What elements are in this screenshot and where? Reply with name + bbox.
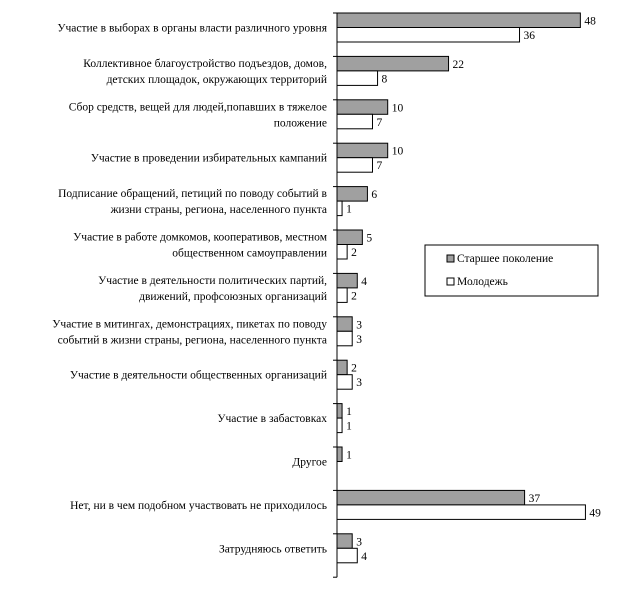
category-label: Участие в работе домкомов, кооперативов,…	[73, 232, 328, 244]
data-label: 5	[366, 233, 372, 245]
category-label: Другое	[292, 457, 327, 469]
category-label: Участие в митингах, демонстрациях, пикет…	[52, 318, 327, 330]
legend-label-older: Старшее поколение	[457, 253, 553, 265]
legend-box	[424, 244, 599, 297]
bar-older	[336, 12, 581, 28]
category-label: положение	[274, 117, 327, 129]
bar-older	[336, 55, 450, 72]
bar-older	[336, 403, 343, 419]
bar-youth	[336, 330, 353, 347]
category-label: Участие в деятельности политических парт…	[98, 275, 327, 287]
data-label: 1	[346, 421, 352, 433]
data-label: 2	[351, 363, 357, 375]
data-label: 3	[356, 334, 362, 346]
category-label: Участие в выборах в органы власти различ…	[57, 23, 327, 35]
category-label: Сбор средств, вещей для людей,попавших в…	[69, 101, 327, 113]
data-label: 8	[382, 73, 388, 85]
bar-youth	[336, 374, 353, 390]
data-label: 10	[392, 146, 404, 158]
data-label: 6	[371, 189, 377, 201]
bar-youth	[336, 547, 358, 564]
data-label: 37	[529, 493, 541, 505]
category-label: жизни страны, региона, населенного пункт…	[110, 204, 327, 216]
bar-youth	[336, 200, 343, 217]
category-label: детских площадок, окружающих территорий	[107, 74, 327, 86]
bar-youth	[336, 287, 348, 303]
category-label: Участие в забастовках	[217, 413, 327, 425]
data-label: 1	[346, 406, 352, 418]
legend-swatch-older	[446, 254, 455, 263]
bar-youth	[336, 244, 348, 260]
data-label: 10	[392, 102, 404, 114]
category-label: Затрудняюсь ответить	[219, 543, 327, 555]
data-label: 1	[346, 204, 352, 216]
data-label: 2	[351, 290, 357, 302]
data-label: 7	[376, 117, 382, 129]
bar-older	[336, 99, 389, 115]
data-label: 22	[453, 59, 465, 71]
category-label: движений, профсоюзных организаций	[139, 291, 327, 303]
bar-older	[336, 229, 363, 245]
data-label: 3	[356, 319, 362, 331]
category-label: Подписание обращений, петиций по поводу …	[58, 188, 327, 200]
data-label: 4	[361, 276, 367, 288]
data-label: 2	[351, 247, 357, 259]
bar-older	[336, 316, 353, 332]
bar-youth	[336, 70, 379, 86]
bar-older	[336, 533, 353, 549]
data-label: 7	[376, 160, 382, 172]
category-label: Коллективное благоустройство подъездов, …	[83, 58, 327, 70]
bar-youth	[336, 504, 586, 520]
bar-youth	[336, 157, 373, 173]
data-label: 1	[346, 450, 352, 462]
data-label: 4	[361, 551, 367, 563]
category-label: Участие в проведении избирательных кампа…	[91, 153, 327, 165]
bar-older	[336, 272, 358, 289]
legend-label-youth: Молодежь	[457, 276, 508, 288]
category-label: событий в жизни страны, региона, населен…	[58, 334, 327, 346]
category-label: Участие в деятельности общественных орга…	[70, 370, 327, 382]
category-label: общественном самоуправлении	[172, 248, 327, 260]
data-label: 3	[356, 536, 362, 548]
bar-youth	[336, 417, 343, 434]
bar-youth	[336, 27, 521, 43]
bar-older	[336, 446, 343, 462]
bar-older	[336, 142, 389, 159]
data-label: 48	[584, 16, 596, 28]
data-label: 49	[589, 507, 601, 519]
bar-older	[336, 359, 348, 376]
data-label: 3	[356, 377, 362, 389]
data-label: 36	[524, 30, 536, 42]
category-label: Нет, ни в чем подобном участвовать не пр…	[70, 500, 327, 512]
legend-swatch-youth	[446, 277, 455, 286]
legend: Старшее поколение Молодежь	[424, 244, 599, 297]
bar-older	[336, 186, 368, 202]
bar-older	[336, 489, 526, 506]
bar-youth	[336, 113, 373, 130]
